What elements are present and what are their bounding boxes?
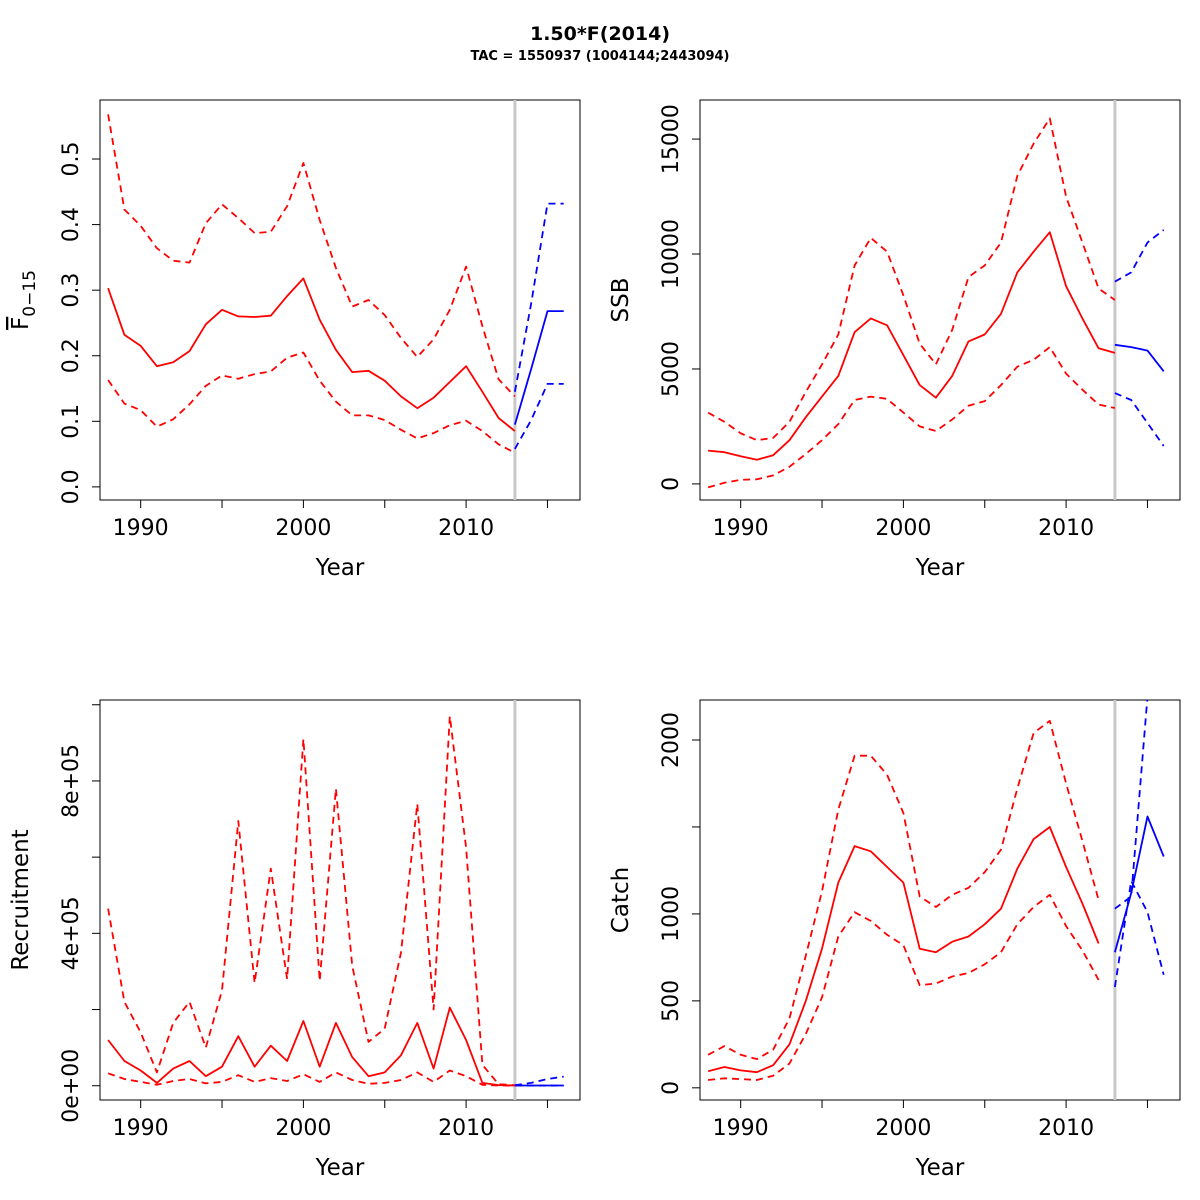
- projection-median-line: [1114, 343, 1165, 372]
- x-axis-label: Year: [915, 1155, 965, 1181]
- x-tick-label: 1990: [113, 1116, 169, 1141]
- historical-ci-line: [707, 720, 1100, 1060]
- projection-ci-line: [1114, 229, 1165, 283]
- projection-ci-line: [514, 382, 564, 450]
- historical-ci-line: [708, 893, 1100, 1081]
- projection-ci-line: [514, 202, 564, 392]
- y-tick-label: 0.4: [59, 207, 84, 242]
- y-tick-label: 0: [659, 477, 684, 491]
- projection-ci-line: [1114, 700, 1149, 910]
- y-axis-label: Recruitment: [8, 829, 34, 970]
- historical-ci-line: [107, 114, 516, 398]
- x-tick-label: 1990: [113, 516, 169, 541]
- y-axis-label: F0−15: [8, 270, 40, 330]
- y-tick-label: 5000: [659, 341, 684, 397]
- y-tick-label: 500: [659, 980, 684, 1022]
- panel-fbar: 1990 2000 2010 0.0 0.1 0.2 0.3 0.4 0.5 Year F0−15: [8, 99, 581, 581]
- historical-ci-line: [107, 351, 516, 454]
- y-tick-label: 4e+05: [59, 896, 84, 970]
- projection-ci-line: [1114, 880, 1165, 988]
- y-tick-label: 2000: [659, 712, 684, 768]
- y-tick-label: 0.3: [59, 273, 84, 308]
- x-tick-label: 2000: [275, 1116, 331, 1141]
- x-tick-label: 2010: [1038, 516, 1094, 541]
- x-tick-label: 2000: [275, 516, 331, 541]
- plot-frame: [699, 99, 1181, 501]
- x-tick-label: 2000: [875, 516, 931, 541]
- projection-ci-line: [1114, 392, 1165, 447]
- y-tick-label: 0.1: [59, 404, 84, 439]
- y-tick-label: 15000: [659, 104, 684, 174]
- y-tick-label: 0.2: [59, 338, 84, 373]
- panel-ssb: 1990 2000 2010 0 5000 10000 15000 Year SSB: [608, 99, 1181, 581]
- plot-frame: [99, 699, 581, 1101]
- projection-ci-line: [514, 1075, 564, 1087]
- historical-median-line: [708, 231, 1116, 461]
- y-tick-label: 10000: [659, 219, 684, 289]
- y-axis-label: SSB: [608, 278, 634, 323]
- panel-catch: 1990 2000 2010 0 500 1000 2000 Year Catch: [608, 699, 1181, 1181]
- figure-title: 1.50*F(2014): [530, 23, 670, 45]
- panel-recruitment: 1990 2000 2010 0e+00 4e+05 8e+05 Year Recruitme…: [8, 699, 581, 1181]
- x-axis-label: Year: [315, 555, 365, 581]
- y-tick-label: 0e+00: [59, 1049, 84, 1123]
- y-tick-label: 8e+05: [59, 744, 84, 818]
- projection-median-line: [514, 310, 564, 425]
- projection-median-line: [1114, 815, 1165, 953]
- y-tick-label: 1000: [659, 886, 684, 942]
- historical-median-line: [107, 1006, 515, 1087]
- plot-frame: [99, 99, 581, 501]
- x-axis-label: Year: [315, 1155, 365, 1181]
- x-tick-label: 1990: [713, 516, 769, 541]
- plot-frame: [699, 699, 1181, 1101]
- x-tick-label: 2010: [438, 516, 494, 541]
- x-tick-label: 2000: [875, 1116, 931, 1141]
- historical-median-line: [107, 277, 516, 432]
- x-axis-label: Year: [915, 555, 965, 581]
- y-tick-label: 0: [659, 1081, 684, 1095]
- y-tick-label: 0.0: [59, 469, 84, 504]
- historical-ci-line: [107, 1069, 515, 1087]
- historical-ci-line: [707, 346, 1116, 489]
- x-tick-label: 2010: [438, 1116, 494, 1141]
- x-tick-label: 2010: [1038, 1116, 1094, 1141]
- historical-ci-line: [707, 117, 1116, 442]
- historical-median-line: [707, 826, 1100, 1074]
- y-tick-label: 0.5: [59, 142, 84, 177]
- y-axis-label: Catch: [608, 867, 634, 933]
- x-tick-label: 1990: [713, 1116, 769, 1141]
- figure-subtitle: TAC = 1550937 (1004144;2443094): [471, 49, 730, 64]
- historical-ci-line: [107, 715, 515, 1087]
